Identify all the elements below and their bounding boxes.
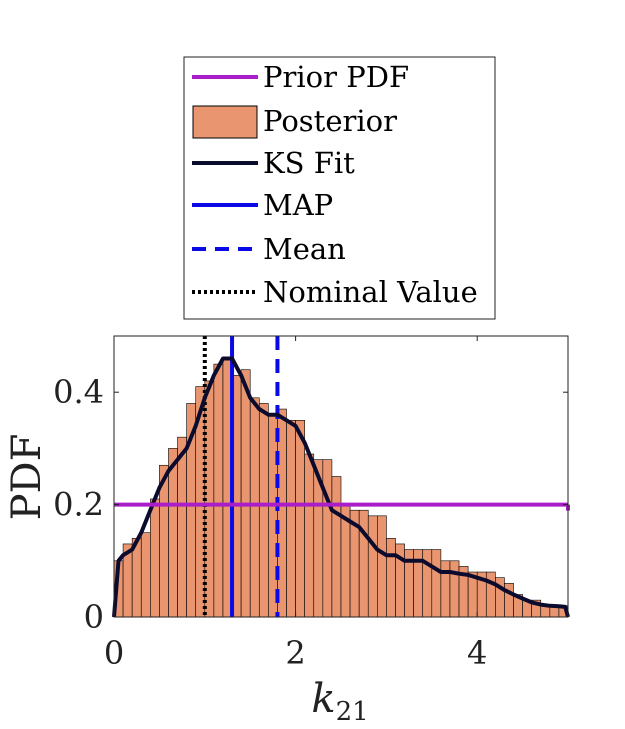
histogram-bar — [286, 419, 296, 618]
x-axis-label: k21 — [311, 676, 368, 727]
histogram-bar — [150, 498, 160, 618]
histogram-bar — [140, 532, 151, 618]
histogram-bars — [113, 358, 569, 618]
legend-label-posterior: Posterior — [263, 104, 397, 138]
histogram-bar — [240, 369, 251, 618]
legend-label-nominal-value: Nominal Value — [263, 275, 478, 309]
histogram-bar — [268, 414, 278, 618]
legend-label-map: MAP — [263, 188, 333, 222]
y-tick-label: 0.4 — [53, 373, 104, 411]
histogram-bar — [377, 515, 387, 618]
plot-frame — [113, 335, 569, 618]
histogram-bar — [440, 560, 451, 618]
histogram-bar — [449, 560, 460, 618]
x-axis-label-base: k — [311, 676, 335, 722]
histogram-bar — [177, 436, 187, 618]
y-tick-label: 0.2 — [53, 486, 104, 524]
ks-fit-line — [112, 356, 570, 618]
histogram-bar — [168, 448, 178, 618]
histogram-bar — [485, 571, 496, 618]
histogram-bar — [322, 459, 333, 618]
y-tick-label: 0 — [84, 598, 104, 636]
histogram-bar — [249, 397, 260, 618]
x-tick-label: 2 — [285, 634, 305, 672]
y-axis-ticks: 0 0.2 0.4 — [53, 373, 568, 636]
histogram-bar — [367, 515, 378, 618]
legend-label-mean: Mean — [263, 232, 346, 266]
legend-swatch-posterior — [192, 105, 258, 139]
x-axis-label-subscript: 21 — [336, 697, 369, 727]
x-tick-label: 4 — [467, 634, 487, 672]
legend-label-prior-pdf: Prior PDF — [263, 60, 409, 94]
legend-label-ks-fit: KS Fit — [263, 146, 355, 180]
legend-box — [183, 56, 496, 320]
histogram-bar — [431, 549, 442, 618]
histogram-bar — [304, 453, 315, 618]
histogram-bar — [386, 538, 396, 618]
y-axis-label: PDF — [4, 434, 50, 521]
histogram-bar — [258, 403, 269, 618]
x-tick-label: 0 — [104, 634, 124, 672]
x-axis-ticks: 0 2 4 — [104, 336, 487, 672]
histogram-bar — [504, 582, 514, 618]
legend: Prior PDF Posterior KS Fit MAP Mean Nomi… — [183, 56, 496, 320]
histogram-bar — [213, 363, 224, 618]
histogram-bar — [295, 419, 305, 618]
histogram-bar — [331, 476, 342, 618]
